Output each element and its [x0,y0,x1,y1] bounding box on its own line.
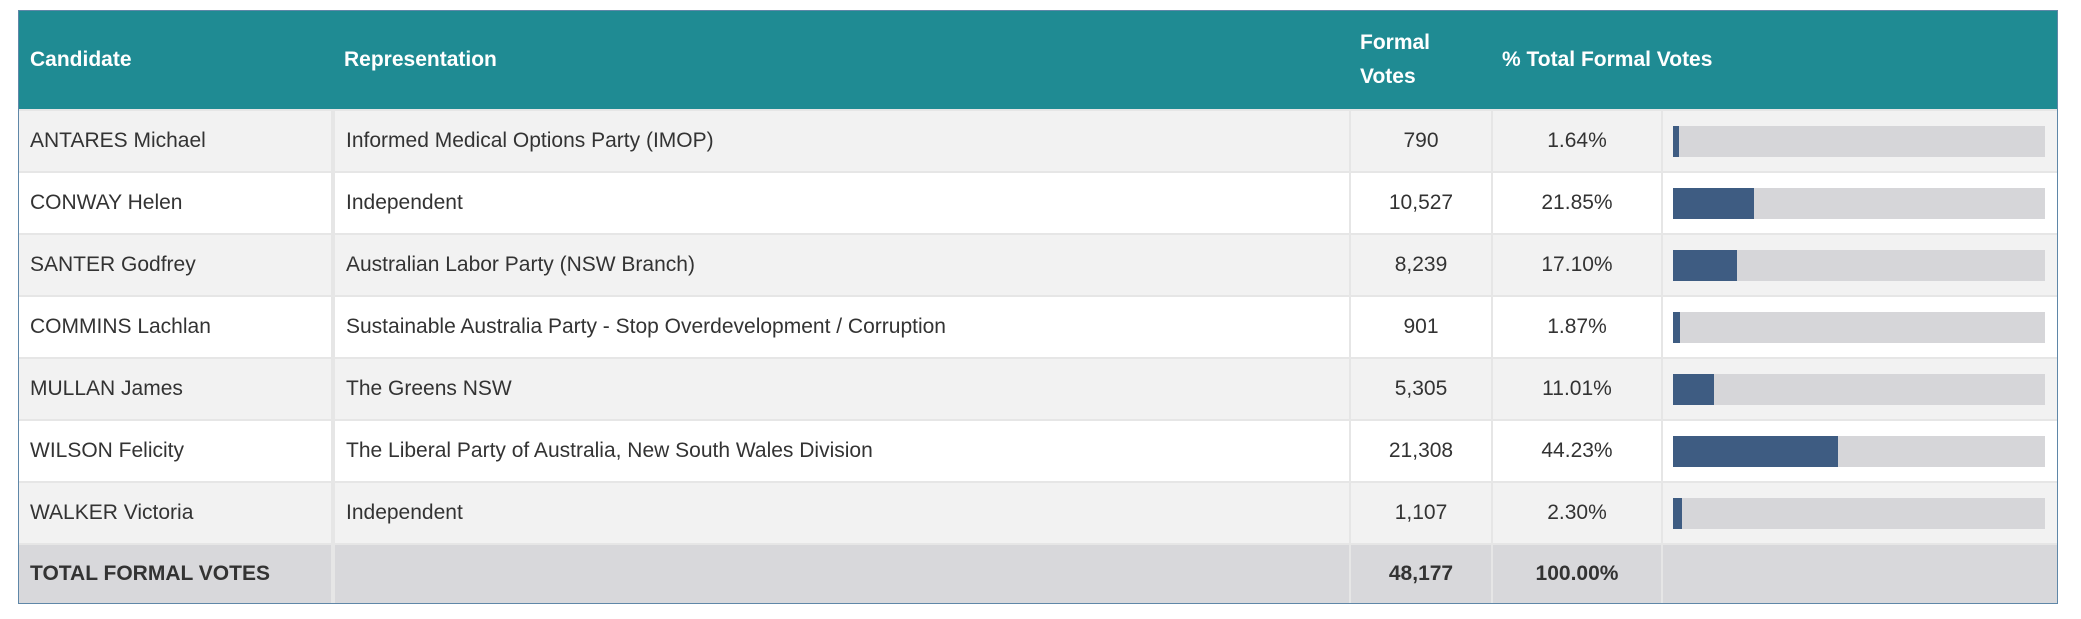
table-cell: 5,305 [1351,359,1491,419]
bar [1673,497,1682,529]
table-cell: WALKER Victoria [19,483,331,543]
bar [1673,249,1737,281]
table-cell: Australian Labor Party (NSW Branch) [335,235,1349,295]
table-cell: MULLAN James [19,359,331,419]
table-cell: 1.87% [1493,297,1661,357]
table-cell: 21,308 [1351,421,1491,481]
table-cell: The Liberal Party of Australia, New Sout… [335,421,1349,481]
table-cell: 10,527 [1351,173,1491,233]
table-cell: CONWAY Helen [19,173,331,233]
bar-track [1673,497,2045,529]
results-table: Candidate Representation Formal Votes % Tot… [18,10,2058,604]
column-header: Candidate [30,48,132,71]
table-cell: SANTER Godfrey [19,235,331,295]
table-cell: Sustainable Australia Party - Stop Overd… [335,297,1349,357]
table-cell: 790 [1351,111,1491,171]
table-cell: COMMINS Lachlan [19,297,331,357]
total-cell: 100.00% [1493,545,1661,603]
table-cell: 2.30% [1493,483,1661,543]
bar-track [1673,311,2045,343]
table-cell: The Greens NSW [335,359,1349,419]
bar [1673,435,1838,467]
total-cell: TOTAL FORMAL VOTES [19,545,331,603]
table-cell: 44.23% [1493,421,1661,481]
total-cell [1663,545,2057,603]
table-cell: WILSON Felicity [19,421,331,481]
table-cell: 17.10% [1493,235,1661,295]
table-cell: 1.64% [1493,111,1661,171]
table-cell: Independent [335,173,1349,233]
total-cell: 48,177 [1351,545,1491,603]
column-header: Formal Votes [1360,31,1431,88]
column-header: % Total Formal Votes [1502,48,1713,71]
table-cell: 21.85% [1493,173,1661,233]
header-bg [19,11,2057,109]
table-cell: 901 [1351,297,1491,357]
table-cell: ANTARES Michael [19,111,331,171]
bar [1673,311,1680,343]
bar [1673,125,1680,157]
table-cell: 1,107 [1351,483,1491,543]
table-cell: 11.01% [1493,359,1661,419]
bar-track [1673,125,2045,157]
table-cell: 8,239 [1351,235,1491,295]
total-cell [335,545,1349,603]
table-cell: Informed Medical Options Party (IMOP) [335,111,1349,171]
column-header: Representation [344,48,497,71]
bar [1673,373,1714,405]
bar-track [1673,373,2045,405]
bar [1673,187,1755,219]
table-cell: Independent [335,483,1349,543]
